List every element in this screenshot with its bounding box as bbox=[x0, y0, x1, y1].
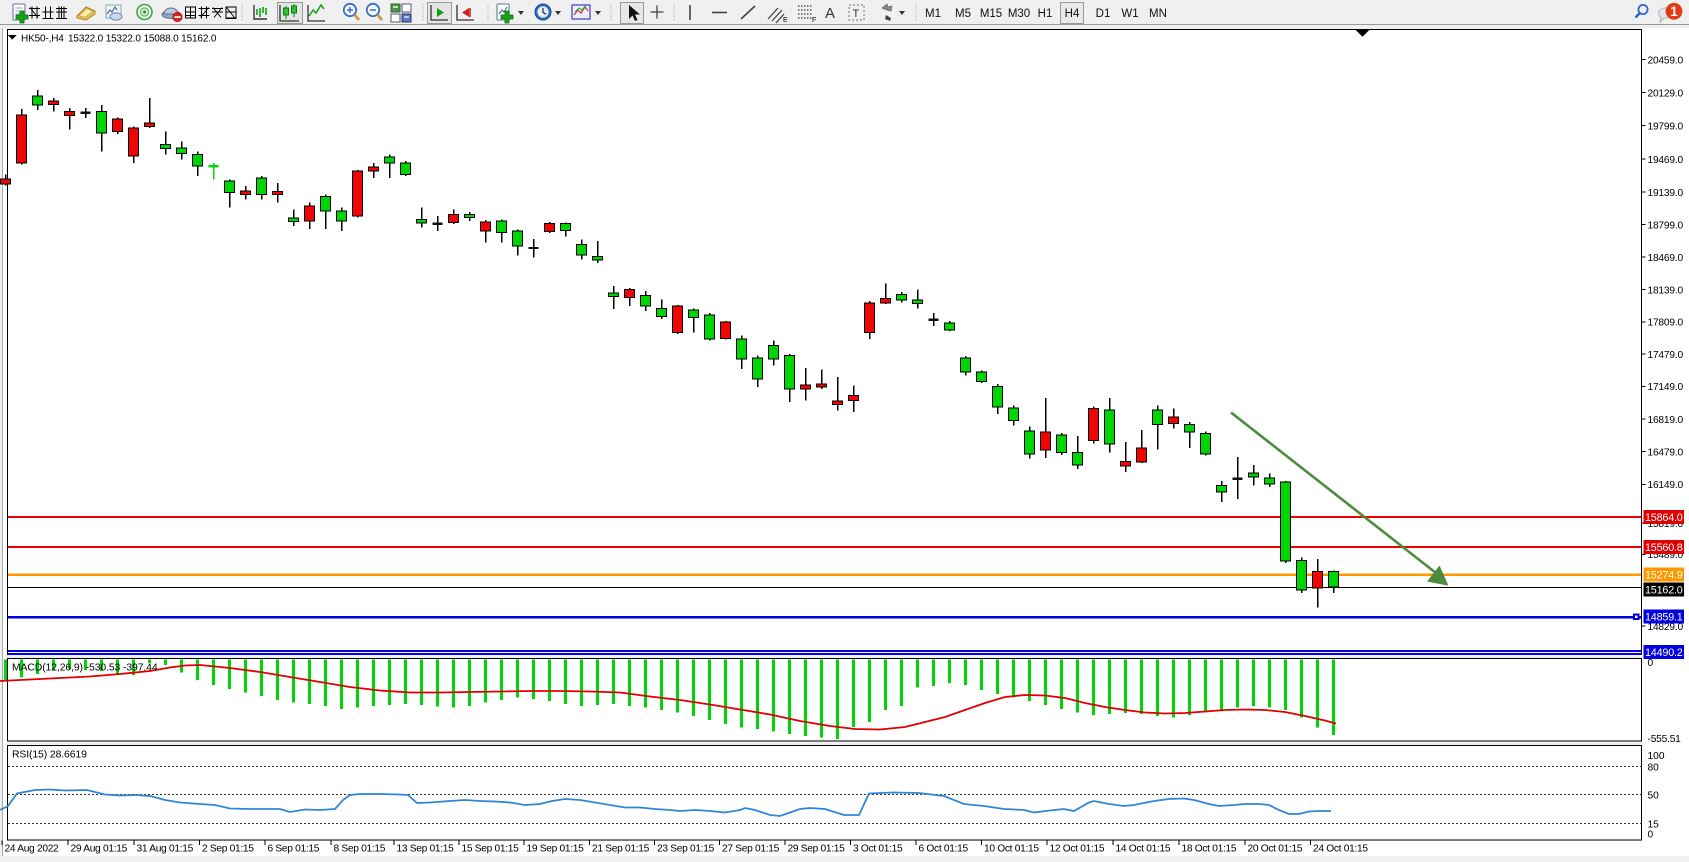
svg-text:20459.0: 20459.0 bbox=[1648, 55, 1684, 66]
svg-text:18799.0: 18799.0 bbox=[1648, 220, 1684, 231]
svg-text:13 Sep 01:15: 13 Sep 01:15 bbox=[397, 844, 455, 855]
svg-text:29 Aug 01:15: 29 Aug 01:15 bbox=[71, 844, 128, 855]
svg-text:17479.0: 17479.0 bbox=[1648, 350, 1684, 361]
svg-text:-555.51: -555.51 bbox=[1648, 734, 1682, 745]
svg-text:15 Sep 01:15: 15 Sep 01:15 bbox=[462, 844, 520, 855]
svg-text:17809.0: 17809.0 bbox=[1648, 318, 1684, 329]
svg-text:14859.1: 14859.1 bbox=[1645, 612, 1683, 624]
svg-text:20 Oct 01:15: 20 Oct 01:15 bbox=[1248, 844, 1303, 855]
svg-text:16149.0: 16149.0 bbox=[1648, 480, 1684, 491]
svg-text:15864.0: 15864.0 bbox=[1645, 512, 1683, 524]
svg-text:H4: H4 bbox=[1065, 8, 1080, 20]
svg-text:12 Oct 01:15: 12 Oct 01:15 bbox=[1050, 844, 1105, 855]
svg-text:15819.0: 15819.0 bbox=[1648, 519, 1684, 530]
svg-text:H1: H1 bbox=[1038, 8, 1053, 20]
svg-text:18139.0: 18139.0 bbox=[1648, 285, 1684, 296]
svg-text:15322.0 15322.0 15088.0 15162.: 15322.0 15322.0 15088.0 15162.0 bbox=[68, 34, 217, 45]
svg-text:15162.0: 15162.0 bbox=[1645, 585, 1683, 597]
svg-text:MN: MN bbox=[1149, 8, 1167, 20]
svg-text:18469.0: 18469.0 bbox=[1648, 253, 1684, 264]
svg-text:18 Oct 01:15: 18 Oct 01:15 bbox=[1182, 844, 1237, 855]
svg-text:17149.0: 17149.0 bbox=[1648, 382, 1684, 393]
svg-text:14 Oct 01:15: 14 Oct 01:15 bbox=[1116, 844, 1171, 855]
svg-text:21 Sep 01:15: 21 Sep 01:15 bbox=[592, 844, 650, 855]
svg-text:31 Aug 01:15: 31 Aug 01:15 bbox=[137, 844, 194, 855]
svg-text:6 Sep 01:15: 6 Sep 01:15 bbox=[268, 844, 320, 855]
svg-text:19799.0: 19799.0 bbox=[1648, 122, 1684, 133]
svg-text:RSI(15) 28.6619: RSI(15) 28.6619 bbox=[12, 750, 87, 761]
svg-text:50: 50 bbox=[1648, 791, 1660, 802]
svg-text:6 Oct 01:15: 6 Oct 01:15 bbox=[919, 844, 969, 855]
svg-text:HK50-,H4: HK50-,H4 bbox=[21, 34, 64, 45]
svg-text:W1: W1 bbox=[1121, 8, 1138, 20]
svg-text:23 Sep 01:15: 23 Sep 01:15 bbox=[657, 844, 715, 855]
svg-text:10 Oct 01:15: 10 Oct 01:15 bbox=[984, 844, 1039, 855]
svg-text:D1: D1 bbox=[1096, 8, 1111, 20]
svg-text:80: 80 bbox=[1648, 763, 1660, 774]
svg-text:M15: M15 bbox=[980, 8, 1002, 20]
svg-text:15489.0: 15489.0 bbox=[1648, 550, 1684, 561]
svg-text:20129.0: 20129.0 bbox=[1648, 88, 1684, 99]
svg-text:2 Sep 01:15: 2 Sep 01:15 bbox=[202, 844, 254, 855]
svg-text:1: 1 bbox=[1670, 4, 1678, 19]
svg-text:0: 0 bbox=[1648, 658, 1654, 669]
svg-text:27 Sep 01:15: 27 Sep 01:15 bbox=[722, 844, 780, 855]
svg-text:14490.2: 14490.2 bbox=[1645, 647, 1683, 659]
svg-text:3 Oct 01:15: 3 Oct 01:15 bbox=[853, 844, 903, 855]
svg-text:15274.9: 15274.9 bbox=[1645, 570, 1683, 582]
svg-text:14829.0: 14829.0 bbox=[1648, 622, 1684, 633]
svg-text:A: A bbox=[825, 5, 835, 22]
svg-text:15560.8: 15560.8 bbox=[1645, 542, 1683, 554]
svg-text:16479.0: 16479.0 bbox=[1648, 448, 1684, 459]
svg-text:M5: M5 bbox=[955, 8, 971, 20]
svg-text:0: 0 bbox=[1648, 830, 1654, 841]
svg-text:M1: M1 bbox=[925, 8, 941, 20]
svg-text:19469.0: 19469.0 bbox=[1648, 155, 1684, 166]
svg-text:MACD(12,26,9) -530.53 -397.44: MACD(12,26,9) -530.53 -397.44 bbox=[12, 663, 158, 674]
svg-text:19139.0: 19139.0 bbox=[1648, 188, 1684, 199]
svg-text:19 Sep 01:15: 19 Sep 01:15 bbox=[527, 844, 585, 855]
svg-text:100: 100 bbox=[1648, 751, 1665, 762]
svg-text:24 Aug 2022: 24 Aug 2022 bbox=[5, 844, 60, 855]
svg-text:F: F bbox=[812, 17, 816, 24]
svg-text:29 Sep 01:15: 29 Sep 01:15 bbox=[788, 844, 846, 855]
svg-text:E: E bbox=[783, 17, 788, 24]
svg-text:8 Sep 01:15: 8 Sep 01:15 bbox=[334, 844, 386, 855]
svg-text:16819.0: 16819.0 bbox=[1648, 415, 1684, 426]
svg-text:M30: M30 bbox=[1008, 8, 1030, 20]
svg-text:T: T bbox=[853, 8, 860, 20]
svg-text:15: 15 bbox=[1648, 820, 1660, 831]
svg-text:24 Oct 01:15: 24 Oct 01:15 bbox=[1313, 844, 1368, 855]
